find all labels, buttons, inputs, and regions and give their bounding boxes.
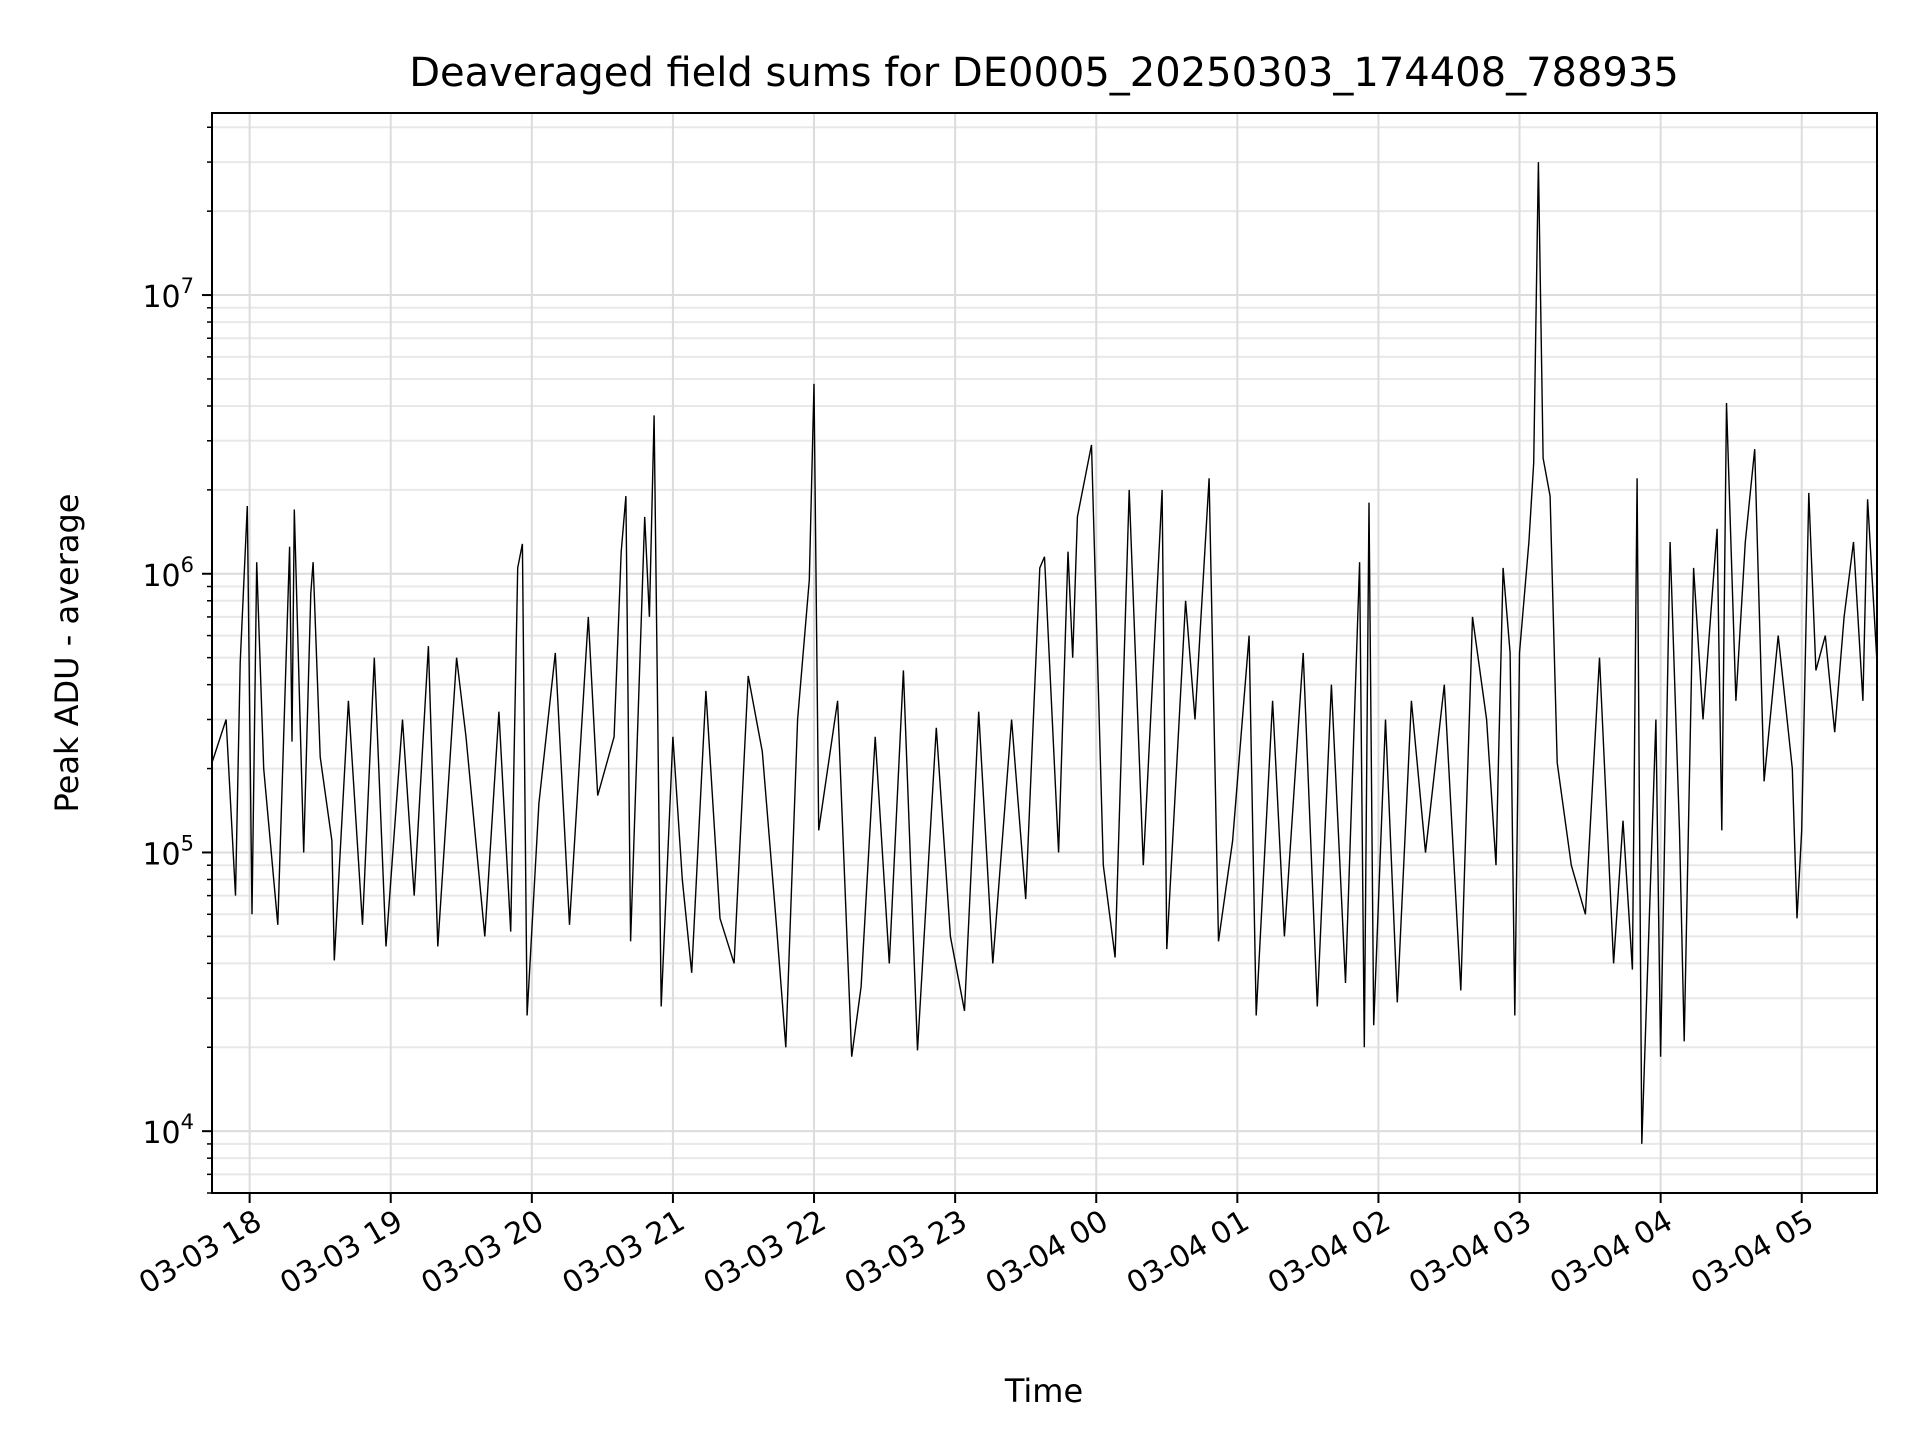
y-axis: 104 105 106 107 bbox=[142, 126, 212, 1194]
plot-frame bbox=[211, 112, 1878, 1194]
y-axis-title: Peak ADU - average bbox=[48, 494, 86, 813]
y-tick-label: 104 bbox=[142, 1110, 194, 1151]
series-layer bbox=[211, 162, 1878, 1144]
grid bbox=[212, 113, 1877, 1194]
series-line bbox=[211, 162, 1878, 1144]
chart-title: Deaveraged field sums for DE0005_2025030… bbox=[409, 50, 1679, 96]
y-tick-label: 107 bbox=[142, 274, 194, 315]
y-tick-label: 105 bbox=[142, 831, 194, 872]
y-tick-label: 106 bbox=[142, 553, 194, 594]
x-axis-title: Time bbox=[1004, 1372, 1083, 1410]
